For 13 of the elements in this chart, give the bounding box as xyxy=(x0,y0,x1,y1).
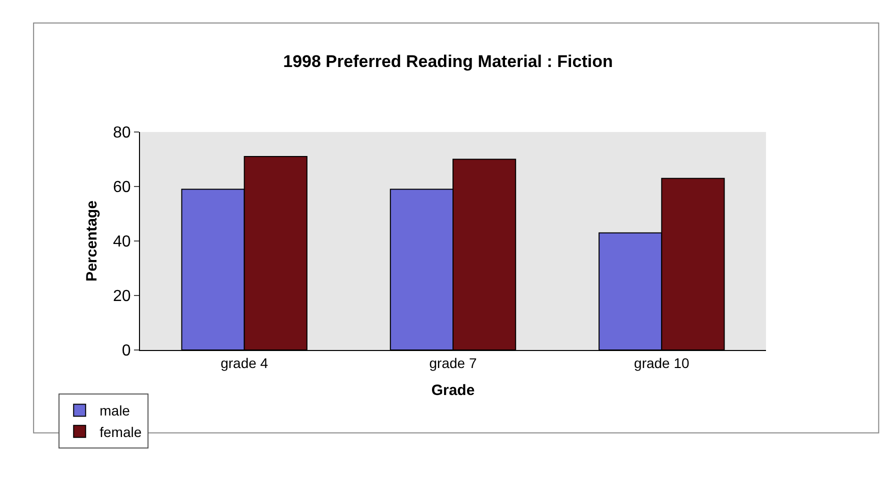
legend-label: male xyxy=(100,402,130,419)
x-tick-label: grade 10 xyxy=(634,354,690,371)
x-axis-title: Grade xyxy=(431,382,475,399)
x-tick-label: grade 4 xyxy=(220,354,268,371)
y-tick-label: 80 xyxy=(113,124,131,142)
y-axis-title: Percentage xyxy=(83,200,100,282)
chart-title: 1998 Preferred Reading Material : Fiction xyxy=(283,52,613,72)
y-tick-label: 40 xyxy=(113,234,131,251)
legend-label: female xyxy=(100,424,142,440)
y-tick-label: 0 xyxy=(122,342,131,360)
y-tick-label: 20 xyxy=(113,288,131,306)
y-tick-label: 60 xyxy=(113,179,131,196)
x-tick-label: grade 7 xyxy=(429,354,477,371)
